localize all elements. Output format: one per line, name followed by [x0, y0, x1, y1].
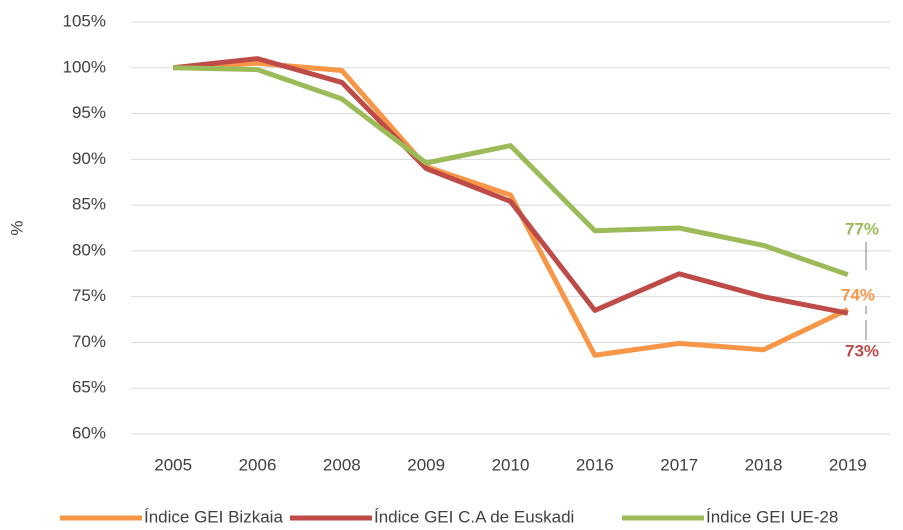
legend-label: Índice GEI Bizkaia: [144, 507, 283, 526]
y-tick-label: 65%: [72, 378, 106, 397]
x-tick-label: 2016: [576, 455, 614, 474]
x-tick-label: 2018: [745, 455, 783, 474]
series-line: [173, 60, 849, 358]
x-tick-label: 2008: [323, 455, 361, 474]
legend-label: Índice GEI UE-28: [706, 507, 838, 526]
series-line: [173, 65, 849, 278]
x-tick-label: 2006: [239, 455, 277, 474]
y-tick-label: 85%: [72, 195, 106, 214]
x-tick-label: 2005: [154, 455, 192, 474]
y-tick-label: 70%: [72, 332, 106, 351]
x-tick-label: 2010: [492, 455, 530, 474]
x-tick-label: 2017: [660, 455, 698, 474]
x-tick-label: 2019: [829, 455, 867, 474]
y-tick-label: 60%: [72, 423, 106, 442]
y-tick-label: 105%: [63, 11, 106, 30]
series-line: [172, 56, 849, 316]
data-label: 77%: [845, 219, 879, 238]
y-axis-label: %: [7, 220, 26, 235]
y-tick-label: 80%: [72, 240, 106, 259]
data-label: 73%: [845, 341, 879, 360]
y-tick-label: 90%: [72, 149, 106, 168]
y-tick-label: 75%: [72, 286, 106, 305]
y-tick-label: 100%: [63, 57, 106, 76]
data-label: 74%: [841, 285, 875, 304]
y-tick-label: 95%: [72, 103, 106, 122]
x-tick-label: 2009: [407, 455, 445, 474]
legend-label: Índice GEI C.A de Euskadi: [374, 507, 574, 526]
